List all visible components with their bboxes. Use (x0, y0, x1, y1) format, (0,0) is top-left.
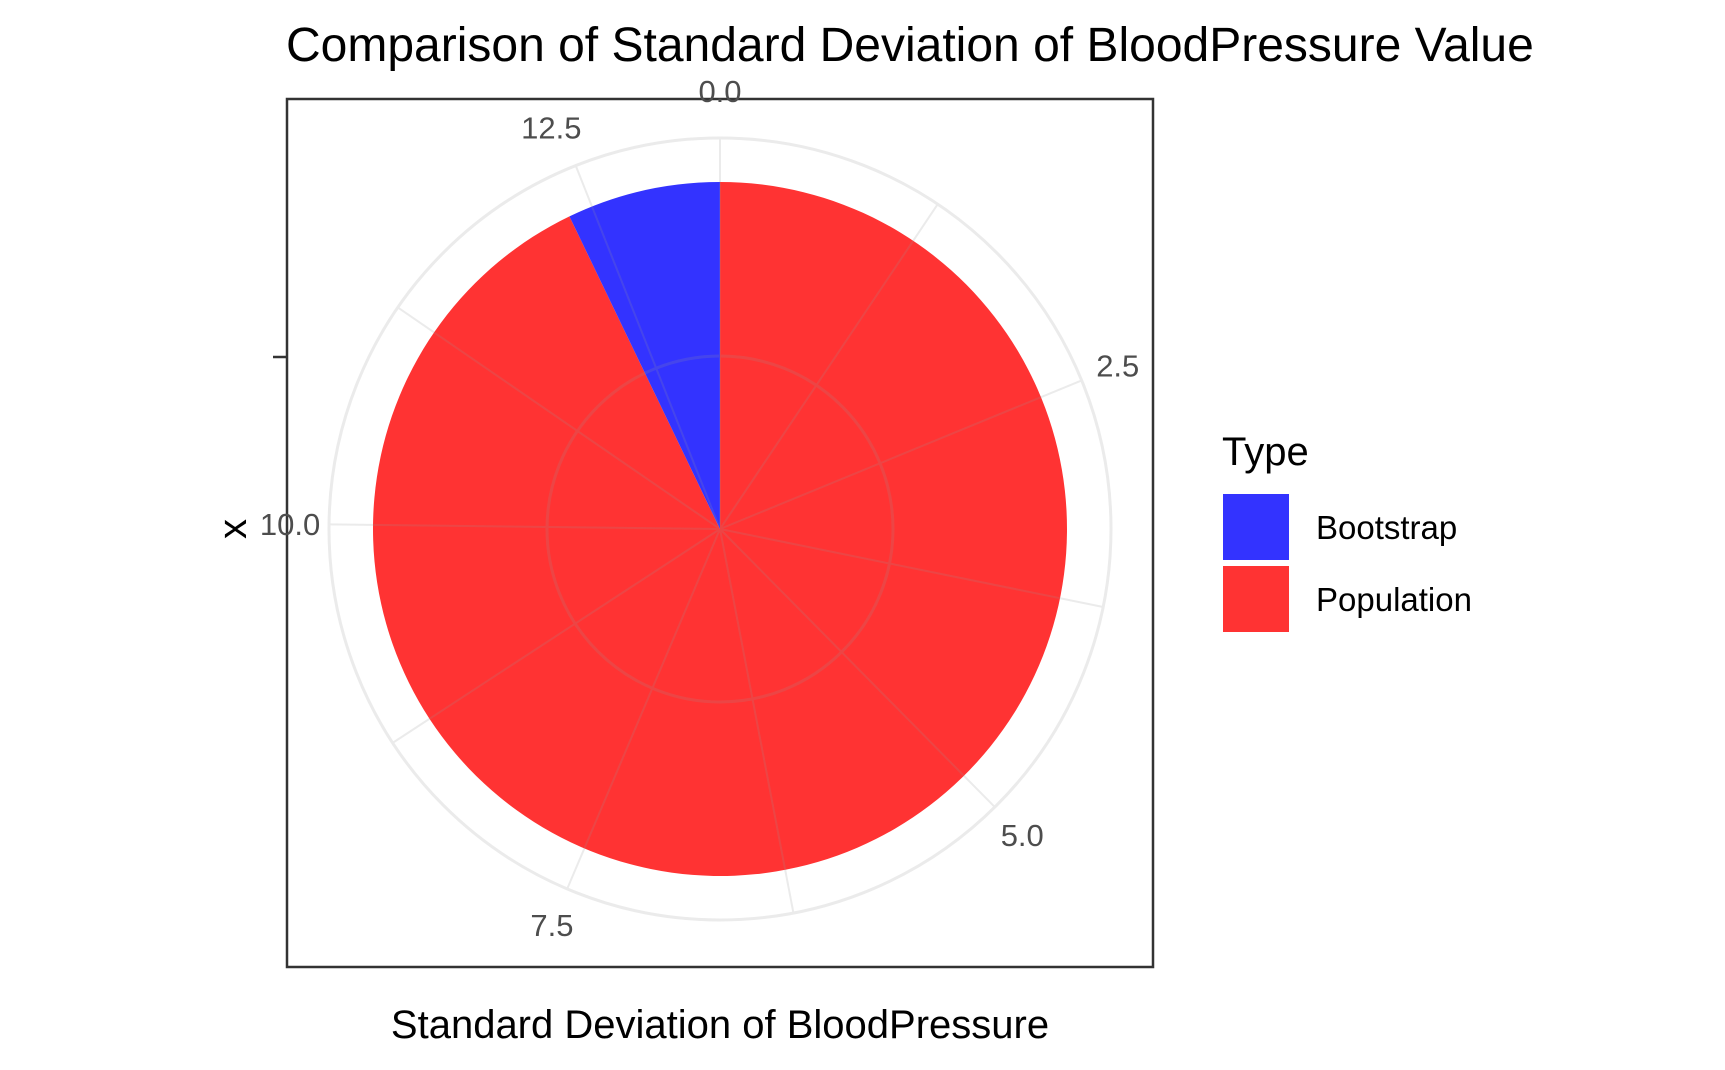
y-axis-title: x (211, 519, 255, 539)
chart-title: Comparison of Standard Deviation of Bloo… (286, 19, 1534, 72)
pie-slice-population (372, 182, 1067, 877)
slice-layer (372, 182, 1067, 877)
legend-swatch-bootstrap (1223, 494, 1289, 560)
grid-spoke-overlay (433, 331, 721, 530)
grid-spoke-overlay (583, 528, 721, 849)
theta-tick-label: 0.0 (698, 74, 741, 109)
legend-items: Bootstrap Population (1223, 494, 1472, 632)
theta-tick-label: 10.0 (260, 507, 320, 542)
theta-tick-label: 5.0 (1001, 818, 1044, 853)
theta-tick-label: 12.5 (521, 110, 581, 145)
grid-spoke-overlay (373, 523, 721, 530)
theta-tick-label: 2.5 (1096, 349, 1139, 384)
legend-swatch-population (1223, 566, 1289, 632)
grid-spoke-overlay (719, 240, 915, 530)
grid-spoke-overlay (428, 528, 721, 720)
legend-label-population: Population (1316, 581, 1472, 618)
pie-slice-bootstrap (569, 182, 720, 529)
x-axis-title: Standard Deviation of BloodPressure (391, 1003, 1049, 1047)
grid-spoke-overlay (591, 206, 721, 530)
tick-layer: 0.0 2.5 5.0 7.5 10.0 12.5 (260, 74, 1139, 943)
grid-spoke-overlay (719, 528, 965, 777)
theta-tick-label: 7.5 (530, 908, 573, 943)
grid-circle-inner (545, 354, 895, 704)
legend: Type Bootstrap Population (1222, 430, 1472, 632)
panel-border (285, 97, 1155, 969)
grid-overlay (373, 182, 1061, 871)
grid-spoke-overlay (719, 528, 1061, 600)
grid-spoke-overlay (719, 396, 1042, 530)
legend-title: Type (1222, 430, 1309, 474)
legend-label-bootstrap: Bootstrap (1316, 509, 1457, 546)
grid-spoke-overlay (719, 528, 787, 871)
